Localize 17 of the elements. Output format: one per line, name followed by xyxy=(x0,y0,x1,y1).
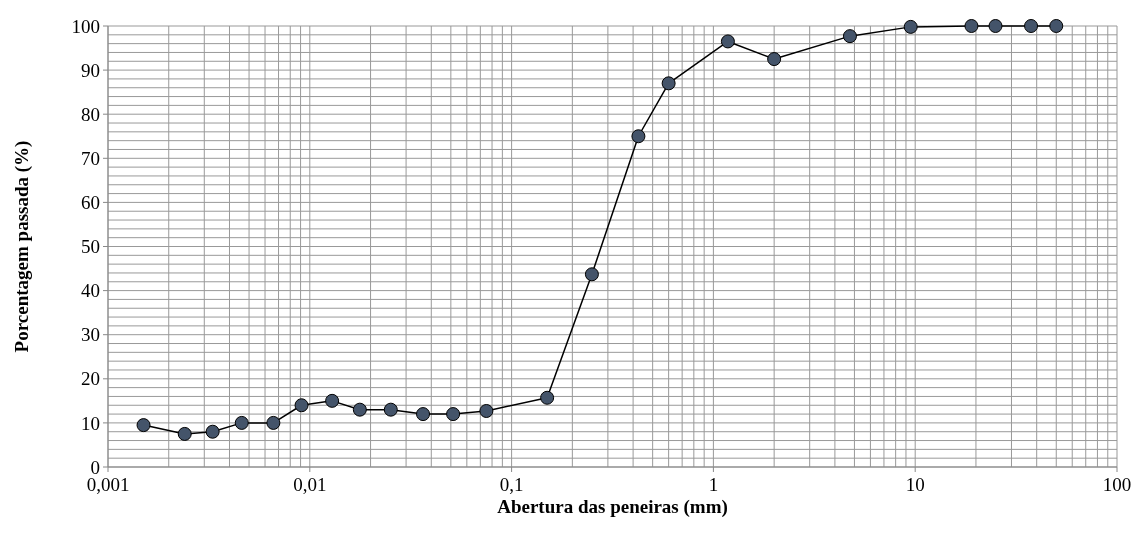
y-tick-label: 70 xyxy=(81,147,100,169)
y-tick-label: 40 xyxy=(81,280,100,302)
y-tick-label: 20 xyxy=(81,368,100,390)
y-tick-label: 80 xyxy=(81,103,100,125)
x-tick-label: 10 xyxy=(905,474,925,495)
y-tick-label: 60 xyxy=(81,192,100,214)
y-tick-label: 100 xyxy=(71,15,100,37)
x-axis-title: Abertura das peneiras (mm) xyxy=(497,496,728,518)
y-tick-label: 10 xyxy=(81,412,100,434)
x-tick-label: 0,01 xyxy=(293,474,327,495)
y-tick-label: 90 xyxy=(81,59,100,81)
y-axis-title: Porcentagem passada (%) xyxy=(11,140,33,353)
y-tick-label: 50 xyxy=(81,236,100,258)
x-tick-label: 1 xyxy=(708,474,719,495)
x-tick-label: 0,1 xyxy=(499,474,524,495)
y-tick-label: 30 xyxy=(81,324,100,346)
x-tick-label: 100 xyxy=(1102,474,1132,495)
